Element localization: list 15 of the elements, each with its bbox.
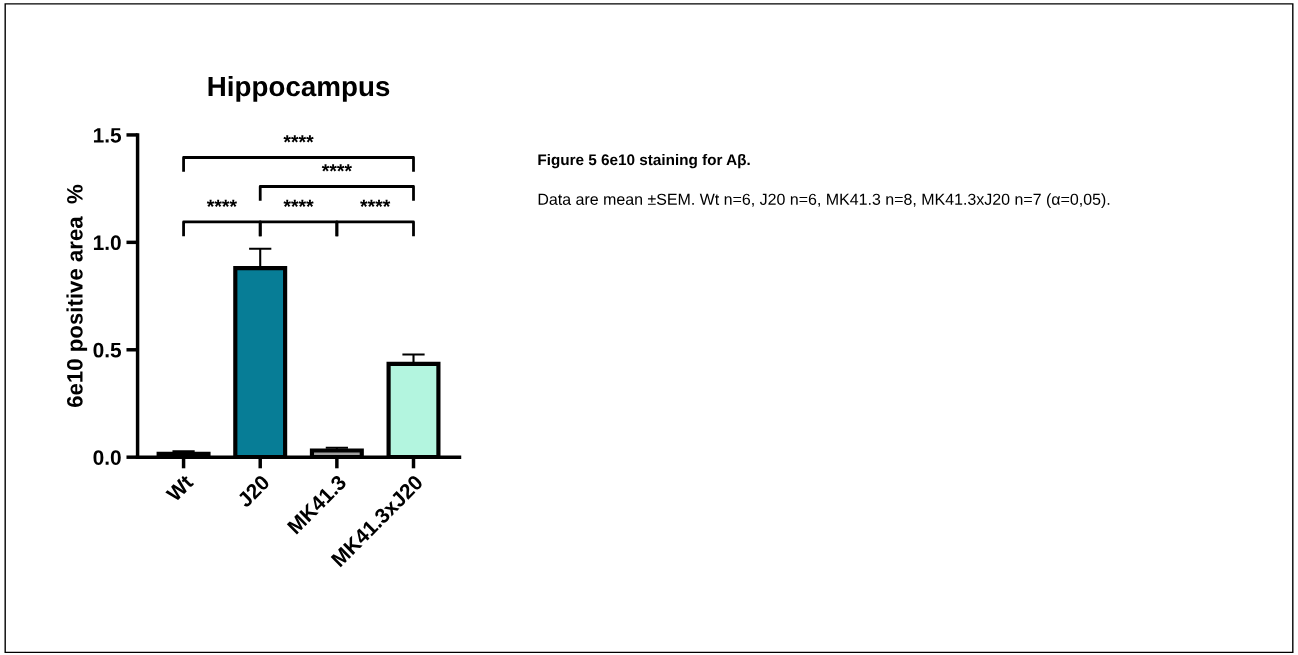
y-tick-label: 0.5: [93, 342, 122, 358]
annotation: ****: [360, 199, 391, 207]
y-tick-label: 0.0: [93, 450, 121, 465]
x-tick-label: J20: [236, 474, 271, 509]
y-tick-label: 1.5: [93, 128, 122, 143]
text: Data are mean ±SEM. Wt n=6, J20 n=6, MK41.3 n=8, MK41.3xJ20 n=7 (α=0,05).: [538, 193, 1110, 209]
x-tick-label: Wt: [165, 473, 195, 503]
caption: Figure 5 6e10 staining for Aβ.: [538, 153, 750, 169]
annotation: ****: [321, 164, 352, 172]
annotation: ****: [283, 135, 314, 143]
y-axis-title: 6e10 positive area %: [66, 184, 88, 408]
y-tick-label: 1.0: [93, 235, 121, 251]
chart-title: Hippocampus: [208, 75, 390, 102]
annotation: ****: [283, 199, 314, 207]
annotation: ****: [206, 199, 238, 207]
